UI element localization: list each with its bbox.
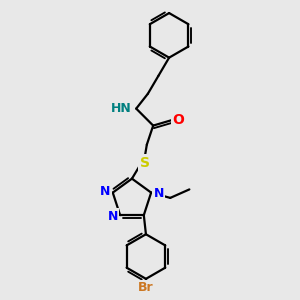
Text: N: N (107, 210, 118, 223)
Text: HN: HN (111, 102, 132, 115)
Text: S: S (140, 156, 150, 170)
Text: O: O (173, 113, 184, 127)
Text: N: N (153, 187, 164, 200)
Text: N: N (100, 185, 110, 198)
Text: Br: Br (138, 281, 154, 294)
